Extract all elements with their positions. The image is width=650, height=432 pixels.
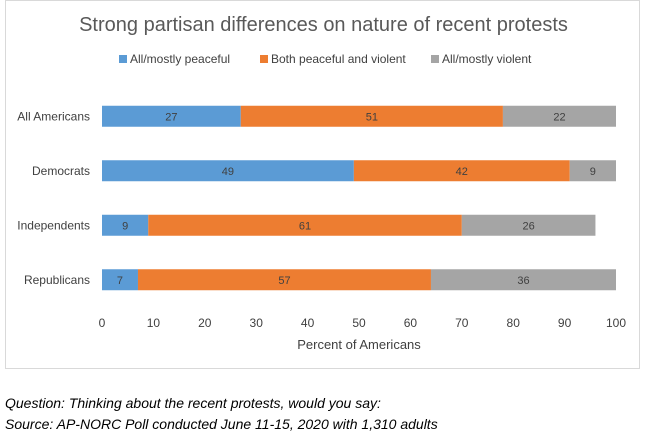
x-tick-20: 20 xyxy=(198,316,212,330)
x-tick-50: 50 xyxy=(352,316,366,330)
data-label-independents-all-mostly-peaceful: 9 xyxy=(122,220,128,232)
x-tick-40: 40 xyxy=(301,316,315,330)
stacked-bar-chart: Strong partisan differences on nature of… xyxy=(17,14,626,352)
data-label-independents-all-mostly-violent: 26 xyxy=(522,220,534,232)
category-label-all-americans: All Americans xyxy=(17,109,90,123)
x-tick-90: 90 xyxy=(558,316,572,330)
data-label-democrats-all-mostly-peaceful: 49 xyxy=(222,166,234,178)
category-label-republicans: Republicans xyxy=(24,273,90,287)
data-label-democrats-all-mostly-violent: 9 xyxy=(590,166,596,178)
data-label-republicans-all-mostly-peaceful: 7 xyxy=(117,275,123,287)
data-label-all-americans-all-mostly-violent: 22 xyxy=(553,111,565,123)
source-note: Source: AP-NORC Poll conducted June 11-1… xyxy=(5,416,438,432)
bar-independents-both-peaceful-and-violent xyxy=(148,214,462,236)
legend-swatch-all-mostly-peaceful xyxy=(119,55,127,63)
x-tick-30: 30 xyxy=(250,316,264,330)
data-label-republicans-all-mostly-violent: 36 xyxy=(517,275,529,287)
x-tick-80: 80 xyxy=(507,316,521,330)
data-label-independents-both-peaceful-and-violent: 61 xyxy=(299,220,311,232)
bar-all-americans-both-peaceful-and-violent xyxy=(240,105,503,127)
data-label-all-americans-all-mostly-peaceful: 27 xyxy=(165,111,177,123)
bar-independents-all-mostly-violent xyxy=(461,214,596,236)
legend-swatch-both-peaceful-and-violent xyxy=(260,55,268,63)
x-tick-0: 0 xyxy=(99,316,106,330)
legend-swatch-all-mostly-violent xyxy=(431,55,439,63)
legend-label-both-peaceful-and-violent: Both peaceful and violent xyxy=(271,52,406,66)
category-label-democrats: Democrats xyxy=(32,164,90,178)
bar-independents-all-mostly-peaceful xyxy=(102,214,149,236)
bar-republicans-all-mostly-violent xyxy=(430,269,616,291)
x-tick-60: 60 xyxy=(404,316,418,330)
bar-republicans-both-peaceful-and-violent xyxy=(137,269,431,291)
bar-democrats-all-mostly-peaceful xyxy=(102,160,354,182)
data-label-republicans-both-peaceful-and-violent: 57 xyxy=(278,275,290,287)
bar-democrats-all-mostly-violent xyxy=(569,160,616,182)
bar-all-americans-all-mostly-peaceful xyxy=(102,105,241,127)
chart-title: Strong partisan differences on nature of… xyxy=(79,14,568,36)
x-tick-100: 100 xyxy=(606,316,626,330)
x-tick-70: 70 xyxy=(455,316,469,330)
x-tick-10: 10 xyxy=(147,316,161,330)
bar-all-americans-all-mostly-violent xyxy=(502,105,616,127)
bar-democrats-both-peaceful-and-violent xyxy=(353,160,570,182)
x-axis-title: Percent of Americans xyxy=(297,337,421,352)
chart-frame: Strong partisan differences on nature of… xyxy=(5,0,640,369)
legend-label-all-mostly-violent: All/mostly violent xyxy=(442,52,532,66)
legend-label-all-mostly-peaceful: All/mostly peaceful xyxy=(130,52,230,66)
question-note: Question: Thinking about the recent prot… xyxy=(5,395,381,411)
data-label-democrats-both-peaceful-and-violent: 42 xyxy=(456,166,468,178)
category-label-independents: Independents xyxy=(17,218,90,232)
data-label-all-americans-both-peaceful-and-violent: 51 xyxy=(366,111,378,123)
bar-republicans-all-mostly-peaceful xyxy=(102,269,138,291)
